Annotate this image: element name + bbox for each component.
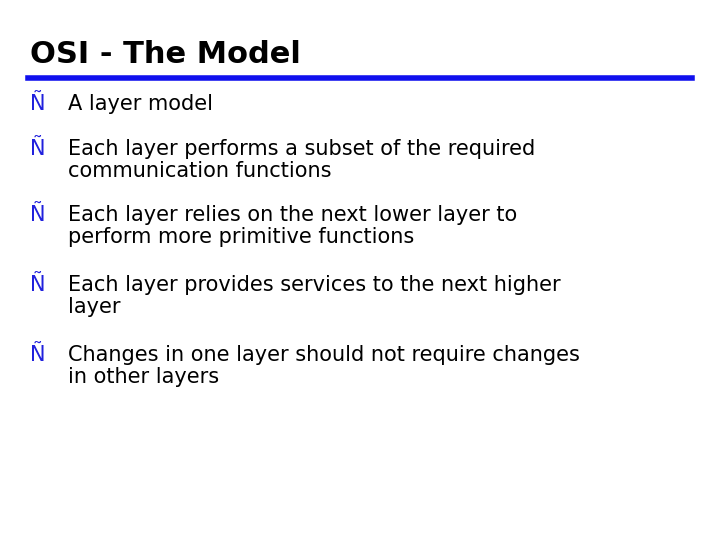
Text: Each layer provides services to the next higher: Each layer provides services to the next… bbox=[68, 275, 561, 295]
Text: communication functions: communication functions bbox=[68, 161, 331, 181]
Text: layer: layer bbox=[68, 297, 120, 317]
Text: Each layer performs a subset of the required: Each layer performs a subset of the requ… bbox=[68, 139, 535, 159]
Text: Ñ: Ñ bbox=[30, 275, 45, 295]
Text: Ñ: Ñ bbox=[30, 139, 45, 159]
Text: Ñ: Ñ bbox=[30, 345, 45, 365]
Text: Each layer relies on the next lower layer to: Each layer relies on the next lower laye… bbox=[68, 205, 517, 225]
Text: OSI - The Model: OSI - The Model bbox=[30, 40, 301, 69]
Text: perform more primitive functions: perform more primitive functions bbox=[68, 227, 414, 247]
Text: in other layers: in other layers bbox=[68, 367, 219, 387]
Text: Ñ: Ñ bbox=[30, 205, 45, 225]
Text: Ñ: Ñ bbox=[30, 94, 45, 114]
Text: A layer model: A layer model bbox=[68, 94, 213, 114]
Text: Changes in one layer should not require changes: Changes in one layer should not require … bbox=[68, 345, 580, 365]
